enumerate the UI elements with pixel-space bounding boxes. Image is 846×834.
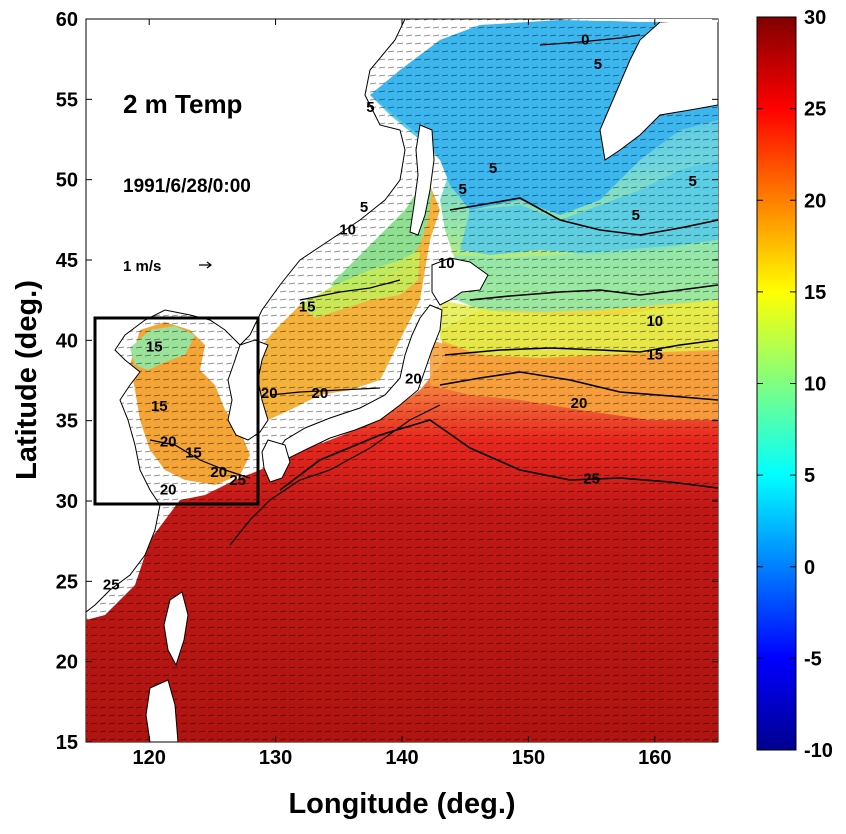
colorbar-tick-label: 10 — [804, 374, 826, 396]
contour-label: 5 — [360, 199, 368, 216]
contour-10 — [469, 284, 718, 301]
contour-label: 5 — [594, 56, 602, 73]
x-axis: 120 130 140 150 160 — [133, 19, 671, 769]
x-tick-label: 150 — [512, 747, 545, 769]
contour-label: 15 — [299, 298, 316, 315]
colorbar-tick-label: 25 — [804, 99, 826, 121]
map-title: 2 m Temp — [123, 89, 242, 119]
contour-label: 20 — [405, 371, 422, 388]
contour-label: 5 — [489, 160, 497, 177]
vector-scale-arrow-icon — [199, 261, 212, 269]
contour-kuroshio — [229, 404, 441, 546]
y-tick-label: 25 — [56, 571, 78, 593]
y-tick-label: 30 — [56, 491, 78, 513]
y-tick-label: 20 — [56, 652, 78, 674]
contour-0 — [539, 34, 641, 46]
colorbar-tick-label: 15 — [804, 282, 826, 304]
contour-label: 5 — [366, 99, 374, 116]
map-layer — [86, 19, 718, 742]
bering-land — [560, 19, 718, 22]
colorbar-tick-label: 20 — [804, 190, 826, 212]
contour-japan-sea-15 — [299, 279, 401, 301]
contour-15 — [444, 339, 718, 356]
y-tick-label: 15 — [56, 732, 78, 754]
contour-label: 20 — [261, 385, 278, 402]
y-tick-label: 55 — [56, 89, 78, 111]
contour-label: 20 — [571, 395, 588, 412]
y-tick-label: 45 — [56, 250, 78, 272]
contour-label: 10 — [646, 313, 663, 330]
asian-mainland — [86, 19, 406, 613]
contour-ecs-20 — [149, 439, 251, 479]
y-axis-label: Latitude (deg.) — [11, 280, 43, 480]
luzon — [145, 679, 179, 742]
sakhalin — [409, 124, 435, 236]
contour-label: 10 — [339, 221, 356, 238]
contour-label: 10 — [438, 255, 455, 272]
colorbar-ticks: -10 -5 0 5 10 15 20 25 30 — [757, 7, 833, 762]
contour-20 — [439, 371, 718, 401]
taiwan — [163, 591, 189, 667]
y-tick-label: 60 — [56, 9, 78, 31]
x-tick-label: 160 — [638, 747, 671, 769]
y-tick-label: 35 — [56, 411, 78, 433]
contour-label: 20 — [210, 464, 227, 481]
contour-label: 20 — [311, 385, 328, 402]
vector-scale-label: 1 m/s — [123, 258, 161, 275]
contour-label: 25 — [103, 576, 120, 593]
contour-japan-sea-20 — [269, 387, 381, 396]
x-tick-label: 120 — [133, 747, 166, 769]
contour-label: 5 — [632, 207, 640, 224]
x-axis-label: Longitude (deg.) — [288, 788, 515, 820]
colorbar-tick-label: -10 — [804, 740, 833, 762]
contour-label: 15 — [151, 398, 168, 415]
contour-label: 25 — [583, 470, 600, 487]
y-tick-label: 50 — [56, 170, 78, 192]
colorbar-tick-label: -5 — [804, 648, 822, 670]
region-box — [93, 316, 260, 506]
kamchatka — [599, 19, 718, 161]
hokkaido — [431, 257, 489, 306]
contour-label: 15 — [146, 339, 163, 356]
y-tick-label: 40 — [56, 330, 78, 352]
contour-label: 20 — [160, 482, 177, 499]
x-tick-label: 140 — [385, 747, 418, 769]
contour-label: 5 — [459, 181, 467, 198]
contour-label: 25 — [229, 472, 246, 489]
colorbar-tick-label: 30 — [804, 7, 826, 29]
x-tick-label: 130 — [259, 747, 292, 769]
kyushu — [261, 439, 291, 483]
contour-label: 15 — [185, 445, 202, 462]
contour-label: 15 — [646, 347, 663, 364]
contour-label: 20 — [160, 433, 177, 450]
contour-lines — [149, 34, 718, 546]
contour-label: 0 — [581, 32, 589, 49]
colorbar-tick-label: 0 — [804, 557, 815, 579]
map-timestamp: 1991/6/28/0:00 — [123, 176, 251, 197]
contour-label: 5 — [689, 173, 697, 190]
contour-5 — [449, 197, 718, 236]
colorbar-tick-label: 5 — [804, 465, 815, 487]
contour-25 — [279, 419, 718, 491]
